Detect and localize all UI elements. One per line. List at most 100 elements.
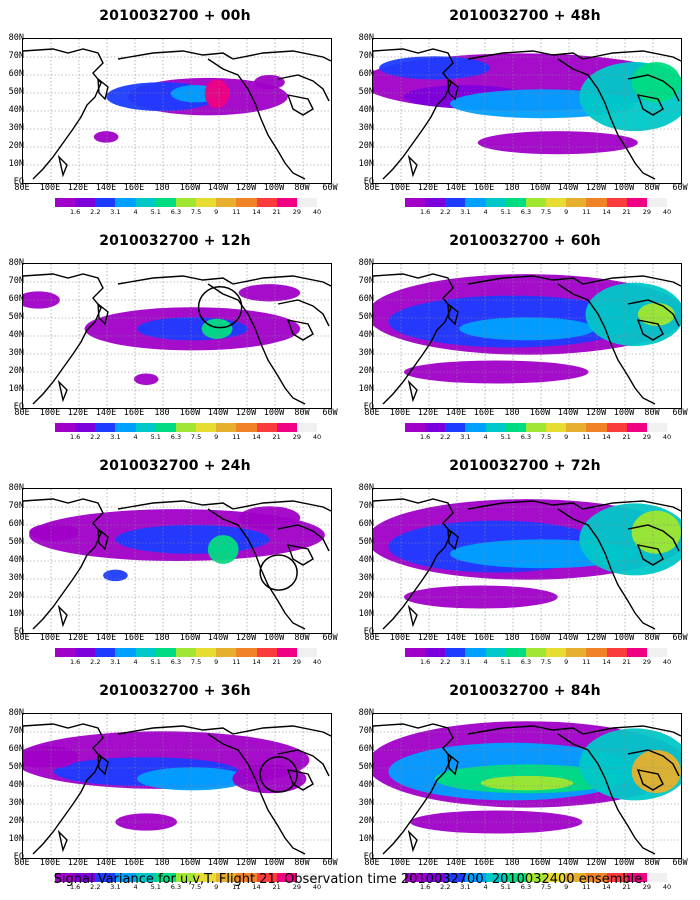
panel-title: 2010032700 + 84h [449,683,601,699]
colorbar-level-label: 5.1 [150,658,161,666]
colorbar-level-label: 3.1 [110,433,121,441]
coastline [407,829,418,853]
y-tick-label: 50N [358,537,374,547]
x-tick-label: 100W [263,408,285,418]
coastline [277,74,330,102]
x-tick-label: 140W [557,183,579,193]
colorbar-swatch [236,873,257,882]
colorbar-level-label: 5.1 [150,208,161,216]
x-tick-label: 100W [263,183,285,193]
x-tick-label: 100E [389,183,411,193]
colorbar-level-label: 1.6 [419,883,431,891]
coastline [57,154,68,178]
y-tick-label: 10N [8,609,24,619]
x-tick-label: 80W [644,633,660,643]
x-tick-label: 120W [235,183,257,193]
x-tick-label: 60W [672,633,688,643]
y-tick-label: 40N [358,105,374,115]
colorbar-level-label: 1.6 [69,208,81,216]
map-panel: 2010032700 + 72h 80N 70N 60N 50N 40N 30N 20N 10… [350,450,700,675]
colorbar-swatch [196,423,217,432]
coastline [627,749,680,777]
coastline [627,524,680,552]
y-tick-label: 60N [8,744,24,754]
x-tick-label: 100W [613,183,635,193]
colorbar-swatch [296,648,318,657]
colorbar-swatch [445,873,466,882]
x-tick-label: 180 [504,858,520,868]
x-tick-label: 100W [613,858,635,868]
x-tick-label: 140W [207,183,229,193]
colorbar-swatch [505,198,526,207]
colorbar-level-label: 21 [622,883,631,891]
coastline [232,725,331,737]
coastline [207,733,306,855]
y-tick-label: 10N [8,834,24,844]
y-tick-label: 20N [358,366,374,376]
colorbar-level-label: 9 [564,208,569,216]
x-tick-label: 160W [529,408,551,418]
y-tick-label: 40N [358,330,374,340]
map-plot [22,488,332,634]
colorbar-level-label: 6.3 [170,883,182,891]
x-tick-label: 140E [445,183,467,193]
x-tick-label: 80W [644,183,660,193]
y-tick-label: 50N [8,762,24,772]
colorbar-swatch [405,198,426,207]
y-tick-label: 50N [358,762,374,772]
colorbar-swatch [135,873,156,882]
x-tick-label: 60W [322,858,338,868]
y-tick-label: 50N [8,312,24,322]
panel-title: 2010032700 + 72h [449,458,601,474]
observation-circle [197,285,243,329]
variance-contour [631,510,681,554]
colorbar-level-label: 9 [214,433,219,441]
y-tick-label: 70N [8,501,24,511]
colorbar-level-label: 4 [133,883,138,891]
colorbar-swatch [95,423,116,432]
y-tick-label: 20N [8,591,24,601]
colorbar-swatch [216,198,237,207]
colorbar-swatch [626,423,647,432]
colorbar-swatch [525,198,547,207]
colorbar-level-label: 4 [133,208,138,216]
y-tick-label: 30N [358,123,374,133]
y-tick-label: 20N [358,816,374,826]
variance-contour [631,62,681,103]
coastline [117,500,234,510]
x-tick-label: 160W [179,633,201,643]
colorbar-level-label: 6.3 [170,208,182,216]
x-tick-label: 60W [672,183,688,193]
x-tick-label: 60W [672,408,688,418]
x-axis-labels: 80E 100E 120E 140E 160E 180 160W 140W 120W 100W 80… [4,183,348,195]
x-axis-labels: 80E 100E 120E 140E 160E 180 160W 140W 120W 100W 80… [354,633,698,645]
y-tick-label: EQ [13,627,24,637]
colorbar-swatch [505,873,526,882]
colorbar-level-label: 14 [252,658,261,666]
x-tick-label: 100E [39,408,61,418]
x-tick-label: 80W [644,408,660,418]
x-tick-label: 120W [585,183,607,193]
y-tick-label: 10N [8,159,24,169]
map-plot [372,488,682,634]
colorbar-level-label: 6.3 [520,433,532,441]
coastline [117,275,234,285]
colorbar-swatch [276,198,297,207]
y-tick-label: 50N [358,87,374,97]
colorbar-level-label: 5.1 [500,883,511,891]
colorbar-swatch [75,198,96,207]
coastline [23,48,104,180]
x-tick-label: 160W [179,858,201,868]
colorbar-swatch [626,198,647,207]
y-tick-label: 10N [358,384,374,394]
variance-map [23,714,331,858]
colorbar-swatch [55,198,76,207]
observation-circle [259,554,298,591]
colorbar-level-label: 29 [292,208,301,216]
x-tick-label: 60W [322,633,338,643]
coastline [407,379,418,403]
colorbar-level-label: 2.2 [90,658,101,666]
colorbar-swatch [95,648,116,657]
variance-contour [379,56,491,80]
coastline [636,544,664,566]
